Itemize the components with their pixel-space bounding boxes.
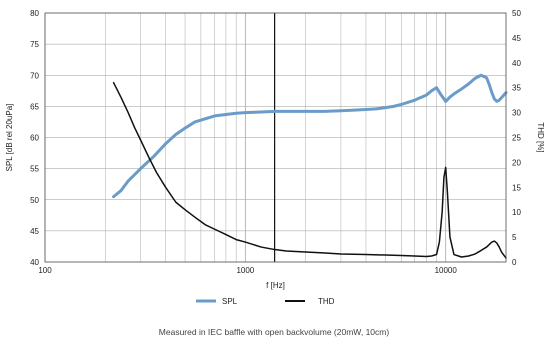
series-group xyxy=(112,73,508,259)
y-left-tick-label: 65 xyxy=(30,102,39,111)
y-left-tick-label: 60 xyxy=(30,134,39,143)
y-right-tick-label: 40 xyxy=(512,59,521,68)
legend-label-thd: THD xyxy=(318,297,335,306)
y-right-tick-label: 15 xyxy=(512,183,521,192)
y-right-tick-label: 5 xyxy=(512,233,517,242)
y-left-tick-label: 55 xyxy=(30,165,39,174)
grid xyxy=(44,12,507,263)
x-tick-label: 1000 xyxy=(236,266,254,275)
y-left-tick-label: 50 xyxy=(30,196,39,205)
x-tick-label: 10000 xyxy=(435,266,458,275)
y-right-tick-label: 35 xyxy=(512,84,521,93)
x-axis-ticks: 100 1000 10000 xyxy=(38,266,457,275)
y-right-tick-label: 0 xyxy=(512,258,517,267)
series-line-thd xyxy=(112,81,507,259)
y-left-tick-label: 45 xyxy=(30,227,39,236)
y-left-tick-label: 80 xyxy=(30,9,39,18)
y-right-tick-label: 30 xyxy=(512,109,521,118)
y-right-tick-label: 50 xyxy=(512,9,521,18)
y-axis-right-ticks: 0 5 10 15 20 25 30 35 40 45 50 xyxy=(512,9,521,267)
y-left-tick-label: 75 xyxy=(30,40,39,49)
y-right-tick-label: 20 xyxy=(512,158,521,167)
x-tick-label: 100 xyxy=(38,266,52,275)
plot-frame xyxy=(44,12,507,263)
legend-label-spl: SPL xyxy=(222,297,238,306)
y-axis-left-ticks: 40 45 50 55 60 65 70 75 80 xyxy=(30,9,39,267)
y-axis-left-label: SPL [dB rel 20uPa] xyxy=(5,104,14,172)
y-right-tick-label: 25 xyxy=(512,134,521,143)
y-left-tick-label: 70 xyxy=(30,71,39,80)
x-axis-label: f [Hz] xyxy=(266,281,285,290)
chart-caption: Measured in IEC baffle with open backvol… xyxy=(159,327,390,337)
y-right-tick-label: 45 xyxy=(512,34,521,43)
y-left-tick-label: 40 xyxy=(30,258,39,267)
series-line-spl xyxy=(112,73,508,199)
y-axis-right-label: THD [%] xyxy=(536,122,545,152)
legend: SPL THD xyxy=(196,297,335,306)
y-right-tick-label: 10 xyxy=(512,208,521,217)
